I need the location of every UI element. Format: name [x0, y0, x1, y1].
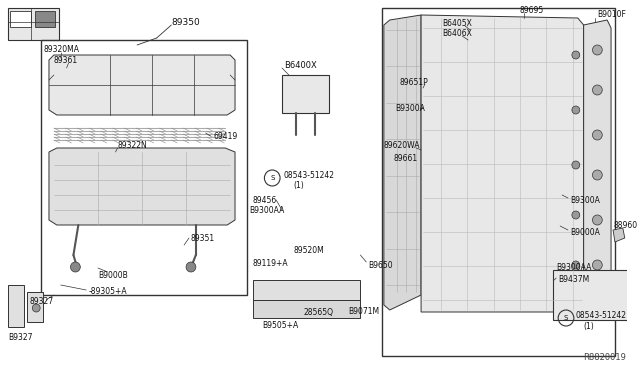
Text: B9071M: B9071M	[349, 308, 380, 317]
Bar	[35, 11, 55, 27]
Bar	[8, 285, 24, 327]
Text: B9300A: B9300A	[396, 103, 426, 112]
Text: B9300A: B9300A	[570, 196, 600, 205]
Circle shape	[593, 215, 602, 225]
Text: B9650: B9650	[368, 260, 393, 269]
Bar	[10, 11, 31, 27]
Circle shape	[32, 304, 40, 312]
Circle shape	[70, 262, 80, 272]
Text: 89119+A: 89119+A	[253, 259, 288, 267]
Circle shape	[593, 130, 602, 140]
Bar	[382, 8, 615, 356]
Text: B9437M: B9437M	[558, 276, 589, 285]
Polygon shape	[613, 228, 625, 242]
Bar	[28, 292, 43, 322]
Bar	[41, 40, 247, 295]
Text: 89620WA: 89620WA	[384, 141, 420, 150]
Text: B6406X: B6406X	[443, 29, 472, 38]
Text: S: S	[564, 315, 568, 321]
Text: 89651P: 89651P	[399, 77, 428, 87]
Text: B9327: B9327	[8, 334, 33, 343]
Text: 89327: 89327	[29, 298, 54, 307]
Text: 89320MA: 89320MA	[43, 45, 79, 54]
Text: 89322N: 89322N	[118, 141, 147, 150]
Bar	[253, 280, 360, 300]
Text: 28565Q: 28565Q	[303, 308, 333, 317]
Text: B6405X: B6405X	[443, 19, 472, 28]
Text: 89361: 89361	[54, 55, 78, 64]
Text: 08543-51242: 08543-51242	[284, 170, 335, 180]
Text: 89350: 89350	[172, 17, 200, 26]
Text: B9300AA: B9300AA	[250, 205, 285, 215]
Text: S: S	[270, 175, 275, 181]
Polygon shape	[421, 15, 584, 312]
Circle shape	[593, 85, 602, 95]
Circle shape	[593, 170, 602, 180]
Polygon shape	[49, 55, 235, 115]
Bar	[282, 75, 329, 113]
Text: 08543-51242: 08543-51242	[576, 311, 627, 320]
Text: B9000A: B9000A	[570, 228, 600, 237]
Text: 89661: 89661	[394, 154, 418, 163]
Text: (1): (1)	[294, 180, 305, 189]
Circle shape	[593, 260, 602, 270]
Text: B6400X: B6400X	[284, 61, 317, 70]
Text: B9010F: B9010F	[597, 10, 626, 19]
Text: 89351: 89351	[191, 234, 215, 243]
Text: B9300AA: B9300AA	[556, 263, 591, 273]
Text: (1): (1)	[584, 321, 595, 330]
Circle shape	[572, 106, 580, 114]
Circle shape	[572, 261, 580, 269]
Text: R8820019: R8820019	[582, 353, 625, 362]
Text: 89520M: 89520M	[294, 246, 324, 254]
Circle shape	[186, 262, 196, 272]
Text: 89695: 89695	[519, 6, 543, 15]
Bar	[554, 270, 632, 320]
Circle shape	[572, 161, 580, 169]
Text: 69419: 69419	[214, 131, 237, 141]
Bar	[8, 8, 59, 40]
Text: B9000B: B9000B	[98, 270, 127, 279]
Text: B9505+A: B9505+A	[262, 321, 299, 330]
Text: 89456: 89456	[253, 196, 277, 205]
Polygon shape	[584, 20, 611, 315]
Circle shape	[593, 45, 602, 55]
Text: -89305+A: -89305+A	[88, 288, 127, 296]
Polygon shape	[49, 148, 235, 225]
Bar	[253, 300, 360, 318]
Polygon shape	[384, 15, 421, 310]
Circle shape	[572, 211, 580, 219]
Text: 88960: 88960	[613, 221, 637, 230]
Circle shape	[572, 51, 580, 59]
